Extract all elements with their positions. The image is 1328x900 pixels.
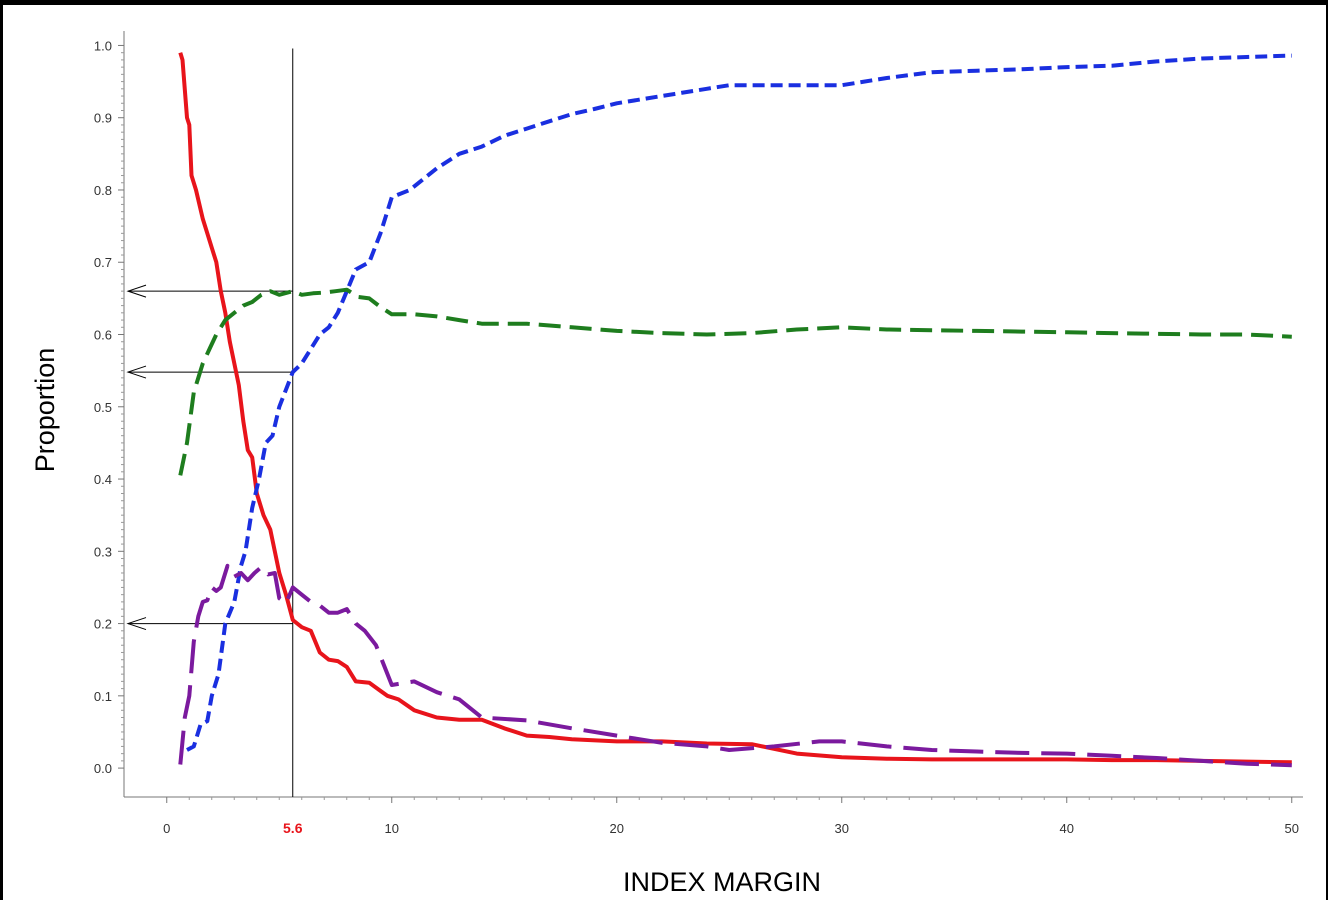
y-tick-label: 0.0 — [94, 761, 112, 776]
y-tick-label: 0.1 — [94, 689, 112, 704]
y-tick-label: 0.2 — [94, 617, 112, 632]
x-tick-label: 10 — [385, 821, 399, 836]
series-line-3 — [178, 287, 1292, 476]
y-tick-label: 1.0 — [94, 38, 112, 53]
reference-arrow-head — [126, 284, 147, 298]
x-tick-label: 40 — [1060, 821, 1074, 836]
reference-arrow-head — [126, 365, 147, 379]
reference-line-group: 5.6 — [126, 48, 303, 836]
series-group — [178, 52, 1292, 768]
axes: 0.0 0.1 0.2 0.3 0.4 0.5 0.6 0.7 0.8 0.9 1.0 0 10 20 30… — [94, 31, 1303, 836]
x-tick-label: 50 — [1285, 821, 1299, 836]
x-tick-label: 20 — [610, 821, 624, 836]
y-tick-label: 0.7 — [94, 255, 112, 270]
y-tick-label: 0.9 — [94, 111, 112, 126]
x-tick-label: 0 — [163, 821, 170, 836]
x-axis-title: INDEX MARGIN — [623, 867, 821, 897]
series-line-2 — [186, 53, 1292, 752]
y-tick-label: 0.3 — [94, 544, 112, 559]
y-tick-label: 0.8 — [94, 183, 112, 198]
series-line-1 — [178, 52, 1292, 765]
y-axis-title: Proportion — [30, 348, 60, 473]
y-tick-label: 0.6 — [94, 328, 112, 343]
reference-x-label: 5.6 — [283, 820, 303, 836]
x-tick-label: 30 — [835, 821, 849, 836]
y-tick-label: 0.5 — [94, 400, 112, 415]
reference-arrow-head — [126, 617, 147, 631]
y-tick-label: 0.4 — [94, 472, 112, 487]
series-line-4 — [178, 563, 1292, 768]
